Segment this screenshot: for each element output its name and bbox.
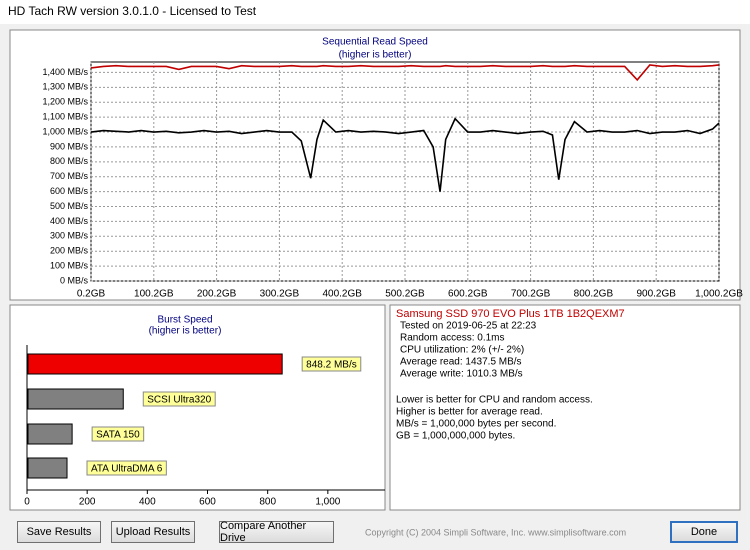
button[interactable]: Upload Results xyxy=(111,521,195,543)
y-tick-label: 1,400 MB/s xyxy=(42,67,88,77)
x-tick-label: 1,000.2GB xyxy=(695,289,743,300)
info-line: Average read: 1437.5 MB/s xyxy=(400,357,522,368)
x-tick-label: 1,000 xyxy=(315,497,340,508)
y-tick-label: 600 MB/s xyxy=(50,186,89,196)
x-tick-label: 300.2GB xyxy=(260,289,300,300)
bar-label-box xyxy=(142,391,216,407)
info-line: CPU utilization: 2% (+/- 2%) xyxy=(400,345,524,356)
button[interactable]: Compare Another Drive xyxy=(219,520,334,544)
line-series xyxy=(90,64,720,82)
y-tick-label: 0 MB/s xyxy=(60,275,89,285)
y-tick-label: 1,100 MB/s xyxy=(42,111,88,121)
bar xyxy=(27,423,73,445)
x-tick-label: 700.2GB xyxy=(511,289,551,300)
y-tick-label: 700 MB/s xyxy=(50,171,89,181)
info-line: Random access: 0.1ms xyxy=(400,333,505,344)
x-tick-label: 0 xyxy=(24,497,30,508)
x-tick-label: 100.2GB xyxy=(134,289,174,300)
copyright: Copyright (C) 2004 Simpli Software, Inc.… xyxy=(365,527,626,537)
info-note: Lower is better for CPU and random acces… xyxy=(396,395,593,406)
y-tick-label: 1,200 MB/s xyxy=(42,97,88,107)
window-title: HD Tach RW version 3.0.1.0 - Licensed to… xyxy=(8,4,257,18)
y-tick-label: 900 MB/s xyxy=(50,141,89,151)
x-tick-label: 500.2GB xyxy=(385,289,425,300)
chart-subtitle: (higher is better) xyxy=(339,50,412,61)
info-note: MB/s = 1,000,000 bytes per second. xyxy=(396,419,556,430)
y-tick-label: 1,300 MB/s xyxy=(42,82,88,92)
x-tick-label: 400.2GB xyxy=(322,289,362,300)
button[interactable]: Save Results xyxy=(17,521,101,543)
bar xyxy=(27,353,283,375)
y-tick-label: 300 MB/s xyxy=(50,231,89,241)
bar-label: SATA 150 xyxy=(96,430,140,441)
x-tick-label: 0.2GB xyxy=(77,289,106,300)
x-tick-label: 200.2GB xyxy=(197,289,237,300)
bar xyxy=(27,388,124,410)
y-tick-label: 400 MB/s xyxy=(50,216,89,226)
y-tick-label: 1,000 MB/s xyxy=(42,126,88,136)
chart-title: Sequential Read Speed xyxy=(322,37,428,48)
drive-name: Samsung SSD 970 EVO Plus 1TB 1B2QEXM7 xyxy=(396,308,625,320)
bar-label: SCSI Ultra320 xyxy=(147,395,211,406)
chart-title: Burst Speed xyxy=(157,315,212,326)
bar-label-box xyxy=(86,460,167,476)
chart-subtitle: (higher is better) xyxy=(149,326,222,337)
y-tick-label: 800 MB/s xyxy=(50,156,89,166)
x-tick-label: 800 xyxy=(259,497,276,508)
x-tick-label: 600 xyxy=(199,497,216,508)
bar-label-box xyxy=(91,426,145,442)
info-line: Tested on 2019-06-25 at 22:23 xyxy=(400,321,537,332)
x-tick-label: 400 xyxy=(139,497,156,508)
title-bar xyxy=(0,0,750,24)
button[interactable]: Done xyxy=(670,521,738,543)
info-line: Average write: 1010.3 MB/s xyxy=(400,369,523,380)
x-tick-label: 900.2GB xyxy=(636,289,676,300)
x-tick-label: 600.2GB xyxy=(448,289,488,300)
x-tick-label: 200 xyxy=(79,497,96,508)
line-series xyxy=(90,117,720,192)
bar-label: ATA UltraDMA 6 xyxy=(91,464,163,475)
info-panel xyxy=(389,304,741,511)
y-tick-label: 100 MB/s xyxy=(50,260,89,270)
y-tick-label: 500 MB/s xyxy=(50,201,89,211)
x-tick-label: 800.2GB xyxy=(574,289,614,300)
bar xyxy=(27,457,68,479)
bar-label-box xyxy=(301,356,362,372)
bar-label: 848.2 MB/s xyxy=(306,360,357,371)
info-note: Higher is better for average read. xyxy=(396,407,543,418)
y-tick-label: 200 MB/s xyxy=(50,246,89,256)
info-note: GB = 1,000,000,000 bytes. xyxy=(396,431,515,442)
